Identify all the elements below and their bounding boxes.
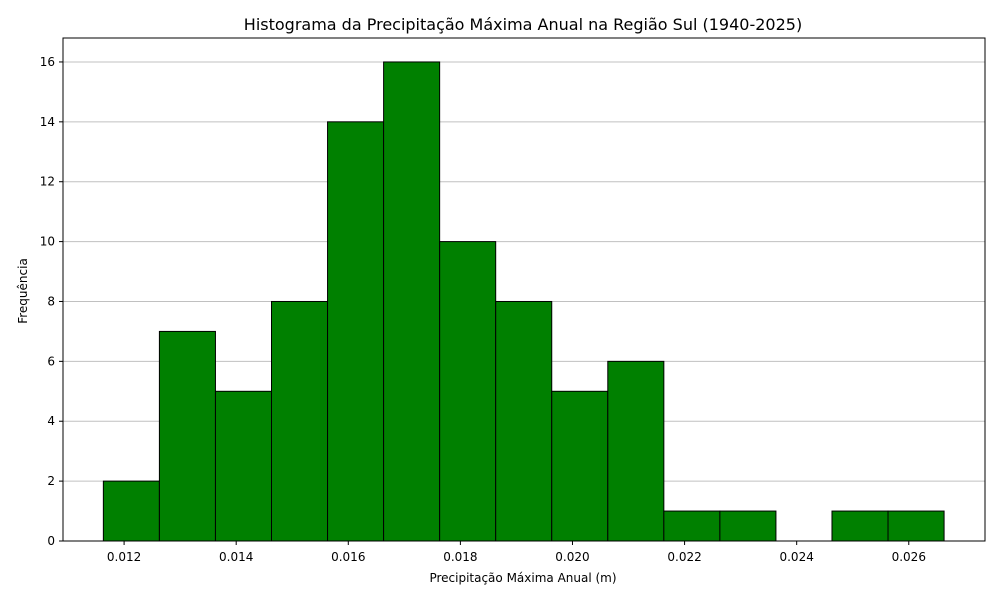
y-tick-label-7: 14 [40, 115, 55, 129]
y-tick-label-8: 16 [40, 55, 55, 69]
histogram-bar-14 [887, 510, 945, 542]
histogram-bar-10 [663, 510, 721, 542]
y-tick-label-0: 0 [47, 534, 55, 548]
x-tick-label-4: 0.020 [555, 550, 589, 564]
histogram-bar-5 [383, 61, 441, 542]
x-tick-label-3: 0.018 [443, 550, 477, 564]
x-tick-label-0: 0.012 [107, 550, 141, 564]
histogram-bar-4 [327, 121, 385, 542]
x-tick-label-1: 0.014 [219, 550, 253, 564]
y-tick-label-6: 12 [40, 175, 55, 189]
histogram-bar-11 [719, 510, 777, 542]
y-tick-label-4: 8 [47, 294, 55, 308]
histogram-bar-13 [831, 510, 889, 542]
y-axis-ticks: 0 2 4 6 8 10 12 14 16 [40, 55, 63, 548]
y-tick-label-1: 2 [47, 474, 55, 488]
x-axis-ticks: 0.012 0.014 0.016 0.018 0.020 0.022 0.024 0.026 [107, 541, 926, 564]
chart-title: Histograma da Precipitação Máxima Anual … [244, 15, 802, 34]
histogram-bar-9 [607, 360, 665, 542]
histogram-bar-0 [102, 480, 160, 542]
histogram-bar-8 [551, 390, 609, 542]
histogram-bar-2 [214, 390, 273, 542]
y-axis-label: Frequência [16, 258, 30, 324]
bars-layer [102, 61, 945, 542]
x-tick-label-7: 0.026 [892, 550, 926, 564]
x-tick-label-5: 0.022 [667, 550, 701, 564]
x-axis-label: Precipitação Máxima Anual (m) [429, 571, 616, 585]
y-tick-label-2: 4 [47, 414, 55, 428]
x-tick-label-2: 0.016 [331, 550, 365, 564]
histogram-bar-6 [439, 241, 497, 542]
histogram-bar-7 [495, 300, 553, 542]
histogram-bar-3 [271, 300, 329, 542]
x-tick-label-6: 0.024 [779, 550, 813, 564]
y-tick-label-5: 10 [40, 235, 55, 249]
y-tick-label-3: 6 [47, 354, 55, 368]
plot-frame [62, 37, 986, 542]
histogram-bar-1 [158, 330, 216, 542]
